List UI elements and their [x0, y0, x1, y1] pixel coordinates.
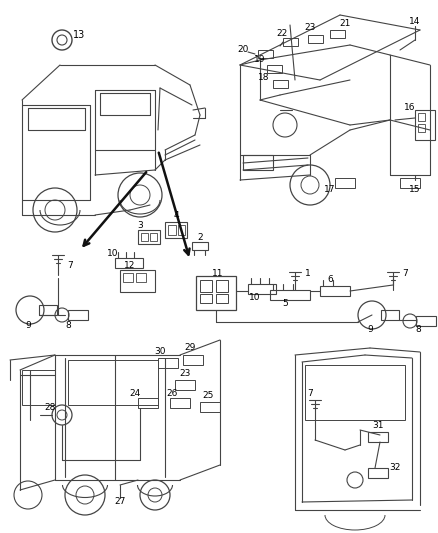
Text: 16: 16 [404, 102, 416, 111]
Bar [150, 233, 157, 241]
Text: 7: 7 [67, 261, 73, 270]
Bar [138, 398, 158, 408]
Text: 8: 8 [65, 320, 71, 329]
Bar [258, 50, 273, 58]
Bar [170, 398, 190, 408]
Text: 26: 26 [166, 390, 178, 399]
Text: 8: 8 [415, 326, 421, 335]
Bar [267, 65, 282, 73]
Text: 23: 23 [179, 369, 191, 378]
Text: 3: 3 [137, 221, 143, 230]
Bar [418, 124, 425, 132]
Text: 2: 2 [197, 233, 203, 243]
Bar [283, 38, 298, 46]
Bar [330, 30, 345, 38]
Bar [178, 225, 185, 235]
Text: 29: 29 [184, 343, 196, 352]
Text: 9: 9 [25, 321, 31, 330]
Text: 7: 7 [307, 390, 313, 399]
Bar [22, 370, 55, 405]
Bar [308, 35, 323, 43]
Bar [200, 294, 212, 303]
Text: 31: 31 [372, 421, 384, 430]
Text: 23: 23 [304, 23, 316, 33]
Bar [165, 222, 187, 238]
Bar [416, 316, 436, 326]
Bar [400, 178, 420, 188]
Text: 17: 17 [324, 185, 336, 195]
Bar [243, 155, 273, 170]
Text: 25: 25 [202, 392, 214, 400]
Text: 27: 27 [114, 497, 126, 506]
Text: 7: 7 [402, 270, 408, 279]
Bar [136, 273, 146, 282]
Bar [175, 380, 195, 390]
Bar [192, 242, 208, 250]
Text: 19: 19 [254, 55, 266, 64]
Text: 22: 22 [276, 28, 288, 37]
Bar [141, 233, 148, 241]
Text: 6: 6 [327, 276, 333, 285]
Text: 5: 5 [282, 300, 288, 309]
Bar [200, 280, 212, 292]
Text: 12: 12 [124, 262, 136, 271]
Bar [183, 355, 203, 365]
Bar [200, 402, 220, 412]
Bar [415, 110, 435, 140]
Text: 20: 20 [237, 45, 249, 54]
Bar [120, 270, 155, 292]
Text: 9: 9 [367, 326, 373, 335]
Bar [196, 276, 236, 310]
Text: 30: 30 [154, 348, 166, 357]
Text: 10: 10 [107, 248, 119, 257]
Bar [138, 230, 160, 244]
Text: 28: 28 [44, 403, 56, 413]
Bar [305, 365, 405, 420]
Bar [381, 310, 399, 320]
Text: 10: 10 [249, 294, 261, 303]
Text: 4: 4 [173, 212, 179, 221]
Bar [216, 280, 228, 292]
Bar [320, 286, 350, 296]
Bar [418, 113, 425, 121]
Text: 21: 21 [339, 19, 351, 28]
Bar [270, 290, 310, 300]
Bar [68, 360, 158, 405]
Bar [39, 305, 57, 315]
Bar [123, 273, 133, 282]
Bar [115, 258, 143, 268]
Bar [168, 225, 176, 235]
Text: 11: 11 [212, 269, 224, 278]
Text: 13: 13 [73, 30, 85, 40]
Text: 1: 1 [305, 270, 311, 279]
Bar [248, 284, 276, 294]
Bar [335, 178, 355, 188]
Bar [273, 80, 288, 88]
Text: 18: 18 [258, 74, 270, 83]
Text: 14: 14 [410, 18, 420, 27]
Text: 15: 15 [409, 185, 421, 195]
Text: 32: 32 [389, 464, 401, 472]
Bar [216, 294, 228, 303]
Text: 24: 24 [129, 390, 141, 399]
Bar [158, 358, 178, 368]
Bar [368, 468, 388, 478]
Bar [368, 432, 388, 442]
Bar [68, 310, 88, 320]
